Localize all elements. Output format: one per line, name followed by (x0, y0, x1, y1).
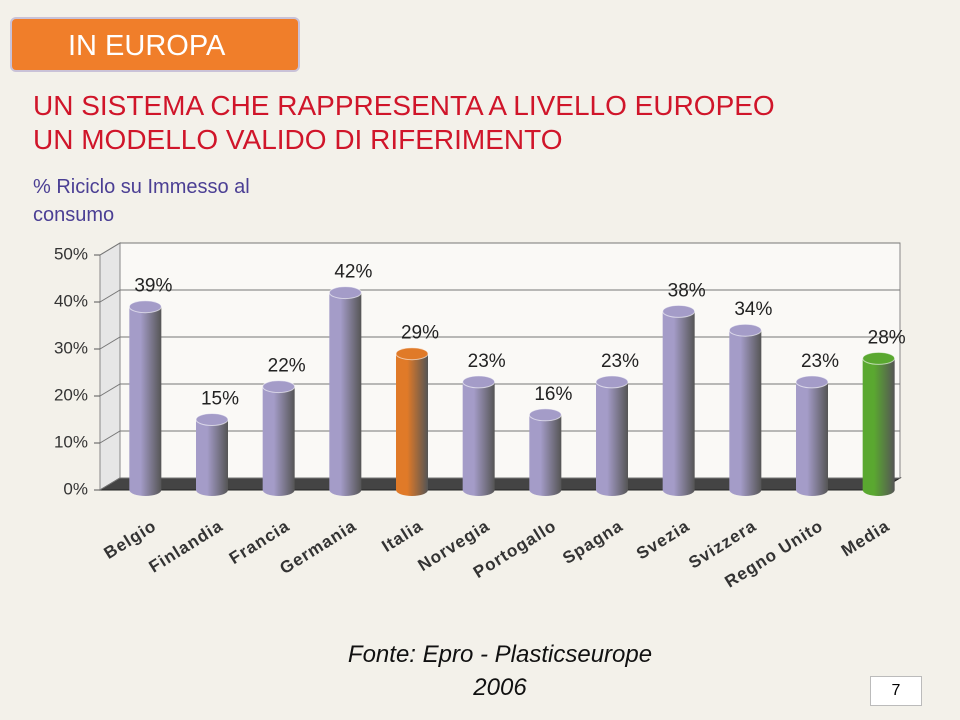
x-tick-label: Media (838, 516, 893, 560)
bar (862, 358, 895, 497)
x-tick-label: Italia (378, 516, 426, 556)
badge: IN EUROPA (10, 17, 300, 72)
value-label: 16% (534, 384, 572, 405)
bar-top (395, 347, 429, 361)
value-label: 23% (801, 351, 839, 372)
grid-line (99, 477, 900, 491)
value-label: 39% (134, 276, 172, 297)
side-wall (99, 242, 121, 491)
bar (329, 292, 362, 497)
title-line: UN SISTEMA CHE RAPPRESENTA A LIVELLO EUR… (33, 90, 775, 121)
bar-top (195, 413, 229, 426)
value-label: 34% (734, 299, 772, 320)
source: Fonte: Epro - Plasticseurope (347, 641, 653, 668)
bar-top (328, 286, 362, 300)
y-tick-label: 20% (54, 385, 88, 404)
value-label: 29% (401, 323, 439, 344)
y-tick-label: 10% (54, 432, 88, 451)
chart-subtitle: % Riciclo su Immesso al consumo (33, 176, 250, 226)
value-label: 23% (468, 351, 506, 372)
y-tick-label: 40% (54, 291, 88, 310)
bar-top (128, 300, 162, 314)
page-number: 7 (870, 676, 922, 706)
bar-top (528, 408, 562, 422)
bar-top (595, 375, 629, 389)
bar-top (262, 380, 296, 394)
y-tick-label: 30% (54, 338, 88, 357)
value-label: 23% (601, 351, 639, 372)
grid-line (99, 336, 900, 350)
y-tick-label: 50% (54, 244, 88, 263)
grid-line (99, 242, 900, 256)
bar (196, 419, 228, 496)
x-tick-label: Finlandia (146, 516, 227, 576)
x-tick-label: Spagna (559, 516, 626, 568)
grid-line (99, 383, 900, 397)
bar-top (795, 375, 829, 389)
grid-line (99, 430, 900, 444)
bar (596, 381, 628, 496)
bar-top (462, 375, 496, 389)
grid-line (99, 289, 900, 303)
y-tick-label: 0% (63, 479, 88, 498)
bar (796, 381, 828, 496)
source-year: 2006 (473, 674, 527, 701)
bar (462, 381, 495, 497)
value-label: 38% (668, 280, 706, 301)
bar (396, 353, 428, 496)
title-line: UN MODELLO VALIDO DI RIFERIMENTO (33, 124, 563, 155)
value-label: 42% (334, 262, 372, 283)
bar-top (728, 323, 762, 337)
bar (262, 386, 295, 497)
x-tick-label: Germania (276, 516, 359, 578)
bar-top (662, 304, 696, 318)
value-label: 15% (201, 389, 239, 410)
bar (129, 306, 162, 497)
bar (729, 330, 762, 497)
value-label: 22% (268, 356, 306, 377)
bar (529, 414, 562, 497)
bar (662, 311, 695, 497)
back-wall (119, 242, 901, 479)
badge-text: IN EUROPA (68, 30, 226, 62)
bar-top (862, 351, 896, 365)
value-label: 28% (868, 327, 906, 348)
